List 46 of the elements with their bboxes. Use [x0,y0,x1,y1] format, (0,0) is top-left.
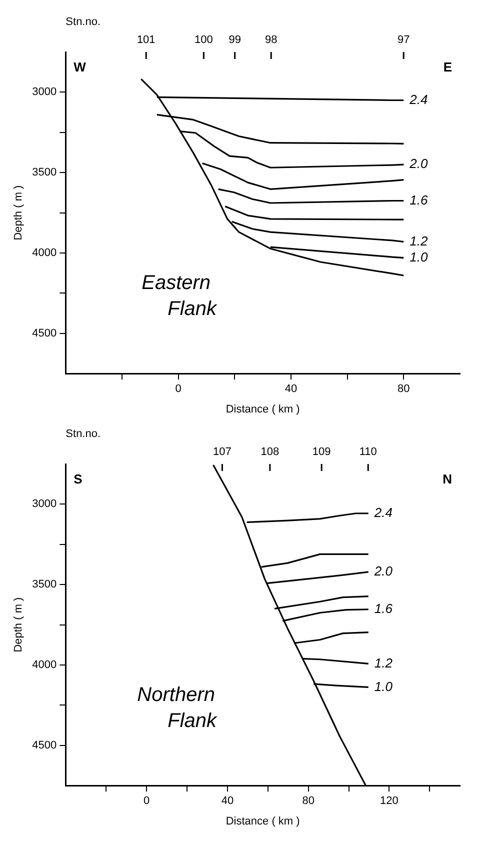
series-label: 2.4 [373,504,392,520]
series-label: 1.0 [374,678,394,694]
x-tick-label: 40 [284,383,298,396]
y-tick-label: 3000 [32,498,57,510]
text: 110 [359,446,377,458]
series-label: 1.6 [410,192,429,208]
x-axis-title: Distance ( km ) [226,815,300,828]
y-tick-label: 4500 [32,327,57,340]
text: 107 [213,446,232,458]
series-label: 2.4 [408,92,428,107]
x-tick-label: 80 [302,795,314,808]
annotation: E [443,60,452,75]
x-tick-label: 40 [221,795,234,808]
x-tick-label: 0 [175,383,182,396]
text: Stn.no. [66,16,101,28]
text: Stn.no. [66,428,101,440]
series-label: 2.0 [373,564,394,579]
x-axis-title: Distance ( km ) [226,403,300,416]
y-axis-title: Depth ( m ) [12,185,25,240]
annotation: Northern Flank [137,684,218,732]
text: 108 [260,446,280,458]
series-label: 2.0 [408,156,429,172]
series-label: 1.2 [374,655,394,670]
text: 99 [228,34,241,46]
x-tick-label: 120 [380,795,398,808]
y-tick-label: 3500 [32,578,57,591]
x-tick-label: 80 [398,383,410,396]
y-tick-label: 4000 [32,659,57,672]
y-tick-label: 4000 [32,247,57,260]
y-axis-title: Depth ( m ) [12,597,25,652]
annotation: Eastern Flank [142,272,218,320]
series-label: 1.2 [410,233,429,248]
annotation: S [74,472,83,487]
text: 100 [194,34,213,46]
text: 101 [136,34,156,46]
annotation: N [442,472,452,487]
annotation: W [74,60,87,75]
y-tick-label: 3500 [32,166,57,179]
series-label: 1.0 [410,249,429,264]
y-tick-label: 4500 [32,739,57,752]
series-label: 1.6 [374,600,394,616]
text: 109 [312,446,331,458]
text: 98 [264,34,278,46]
x-tick-label: 0 [143,795,150,808]
y-tick-label: 3000 [32,86,57,98]
text: 97 [397,34,410,46]
